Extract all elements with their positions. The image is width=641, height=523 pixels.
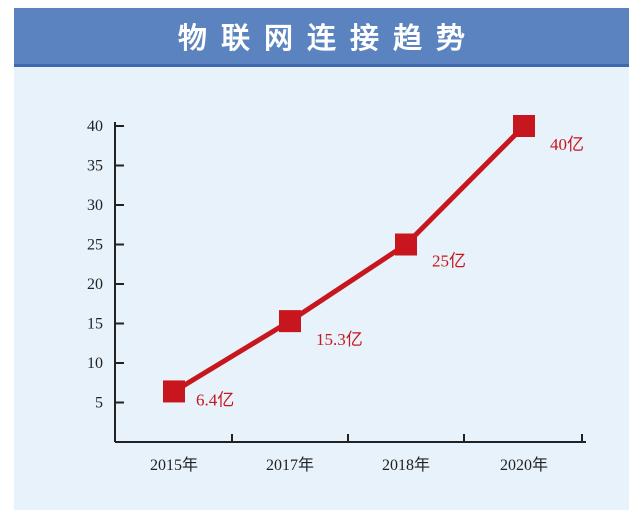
y-tick-label: 40 [87, 118, 103, 135]
y-tick-label: 30 [87, 197, 103, 214]
x-tick-label: 2017年 [266, 456, 314, 474]
data-label: 6.4亿 [196, 390, 234, 409]
data-point-marker [395, 233, 417, 256]
y-tick-label: 5 [95, 395, 103, 412]
y-tick-label: 20 [87, 276, 103, 293]
data-point-marker [163, 380, 185, 403]
x-tick-label: 2020年 [500, 456, 548, 474]
data-point-marker [279, 310, 301, 333]
line-chart: 5 10 15 20 25 30 35 40 2015年 2017年 2018年 2020年 6.4亿 1… [87, 115, 586, 474]
title-bar: 物联网连接趋势 [14, 8, 629, 67]
y-tick-label: 35 [87, 158, 103, 175]
data-label: 15.3亿 [316, 330, 363, 349]
chart-card: 物联网连接趋势 5 10 15 20 25 30 35 40 2015年 2017年 2018年 20… [14, 8, 629, 510]
x-tick-label: 2018年 [382, 456, 430, 474]
y-tick-label: 25 [87, 237, 103, 254]
data-label: 40亿 [550, 135, 584, 154]
x-tick-label: 2015年 [150, 456, 198, 474]
y-tick-label: 10 [87, 355, 103, 372]
series-line [172, 124, 526, 394]
chart-title: 物联网连接趋势 [177, 21, 479, 55]
data-point-marker [513, 115, 535, 137]
y-tick-label: 15 [87, 316, 103, 333]
data-label: 25亿 [432, 252, 466, 271]
